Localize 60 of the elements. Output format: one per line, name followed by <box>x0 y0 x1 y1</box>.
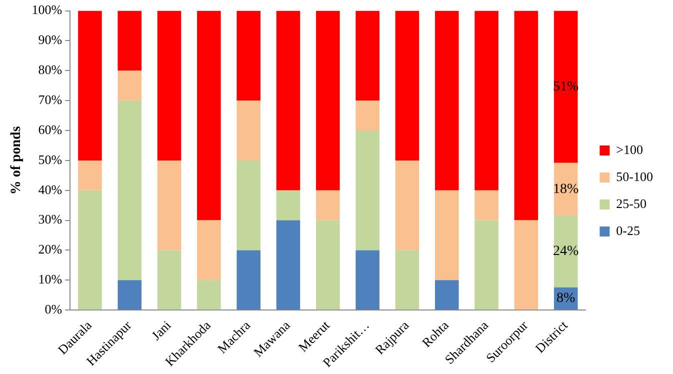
legend-label: 50-100 <box>616 168 654 184</box>
y-axis-title: % of ponds <box>9 126 24 195</box>
bar <box>514 220 538 310</box>
legend-label: >100 <box>616 142 644 157</box>
bar <box>316 220 340 310</box>
y-tick-label: 0% <box>44 302 62 317</box>
bar <box>236 250 260 310</box>
bar <box>395 160 420 250</box>
data-label: 18% <box>553 182 580 197</box>
bar <box>434 280 459 310</box>
bar <box>316 190 340 220</box>
bar <box>157 250 182 310</box>
bar <box>356 10 380 101</box>
y-tick-label: 20% <box>38 242 62 257</box>
bar <box>118 10 142 71</box>
bar <box>236 100 260 160</box>
y-tick-label: 90% <box>38 32 62 48</box>
bar <box>395 10 420 160</box>
bar <box>78 190 102 310</box>
bar <box>356 130 380 250</box>
data-label: 24% <box>553 244 580 260</box>
bar <box>236 10 260 101</box>
legend-label: 0-25 <box>616 222 640 238</box>
bar <box>118 280 142 310</box>
bar <box>356 250 380 310</box>
legend-label: 25-50 <box>616 196 647 211</box>
y-tick-label: 60% <box>38 122 62 137</box>
bar <box>474 190 498 220</box>
y-tick-label: 30% <box>38 212 62 227</box>
bar <box>157 10 182 160</box>
bar <box>118 100 142 280</box>
bar <box>554 216 578 288</box>
bar <box>395 250 420 310</box>
y-tick-label: 70% <box>38 92 62 108</box>
bar <box>356 100 380 131</box>
bar <box>474 220 498 310</box>
bar <box>118 70 142 101</box>
bar <box>236 160 260 250</box>
bar <box>554 162 578 216</box>
bar <box>554 10 578 163</box>
data-label: 8% <box>556 291 576 306</box>
y-tick-label: 50% <box>38 152 62 167</box>
bar <box>474 10 498 190</box>
bar <box>157 160 182 250</box>
bar <box>197 280 221 310</box>
bar <box>197 10 221 220</box>
bar <box>276 220 300 310</box>
bar <box>276 190 300 220</box>
y-tick-label: 40% <box>38 182 62 197</box>
bar <box>514 10 538 220</box>
bar <box>434 10 459 190</box>
y-tick-label: 10% <box>38 272 62 287</box>
y-tick-label: 80% <box>38 62 62 78</box>
bar <box>78 160 102 190</box>
y-tick-label: 100% <box>32 2 62 18</box>
bar <box>276 10 300 190</box>
bar <box>197 220 221 280</box>
bar <box>316 10 340 190</box>
bar <box>78 10 102 160</box>
bar <box>434 190 459 280</box>
